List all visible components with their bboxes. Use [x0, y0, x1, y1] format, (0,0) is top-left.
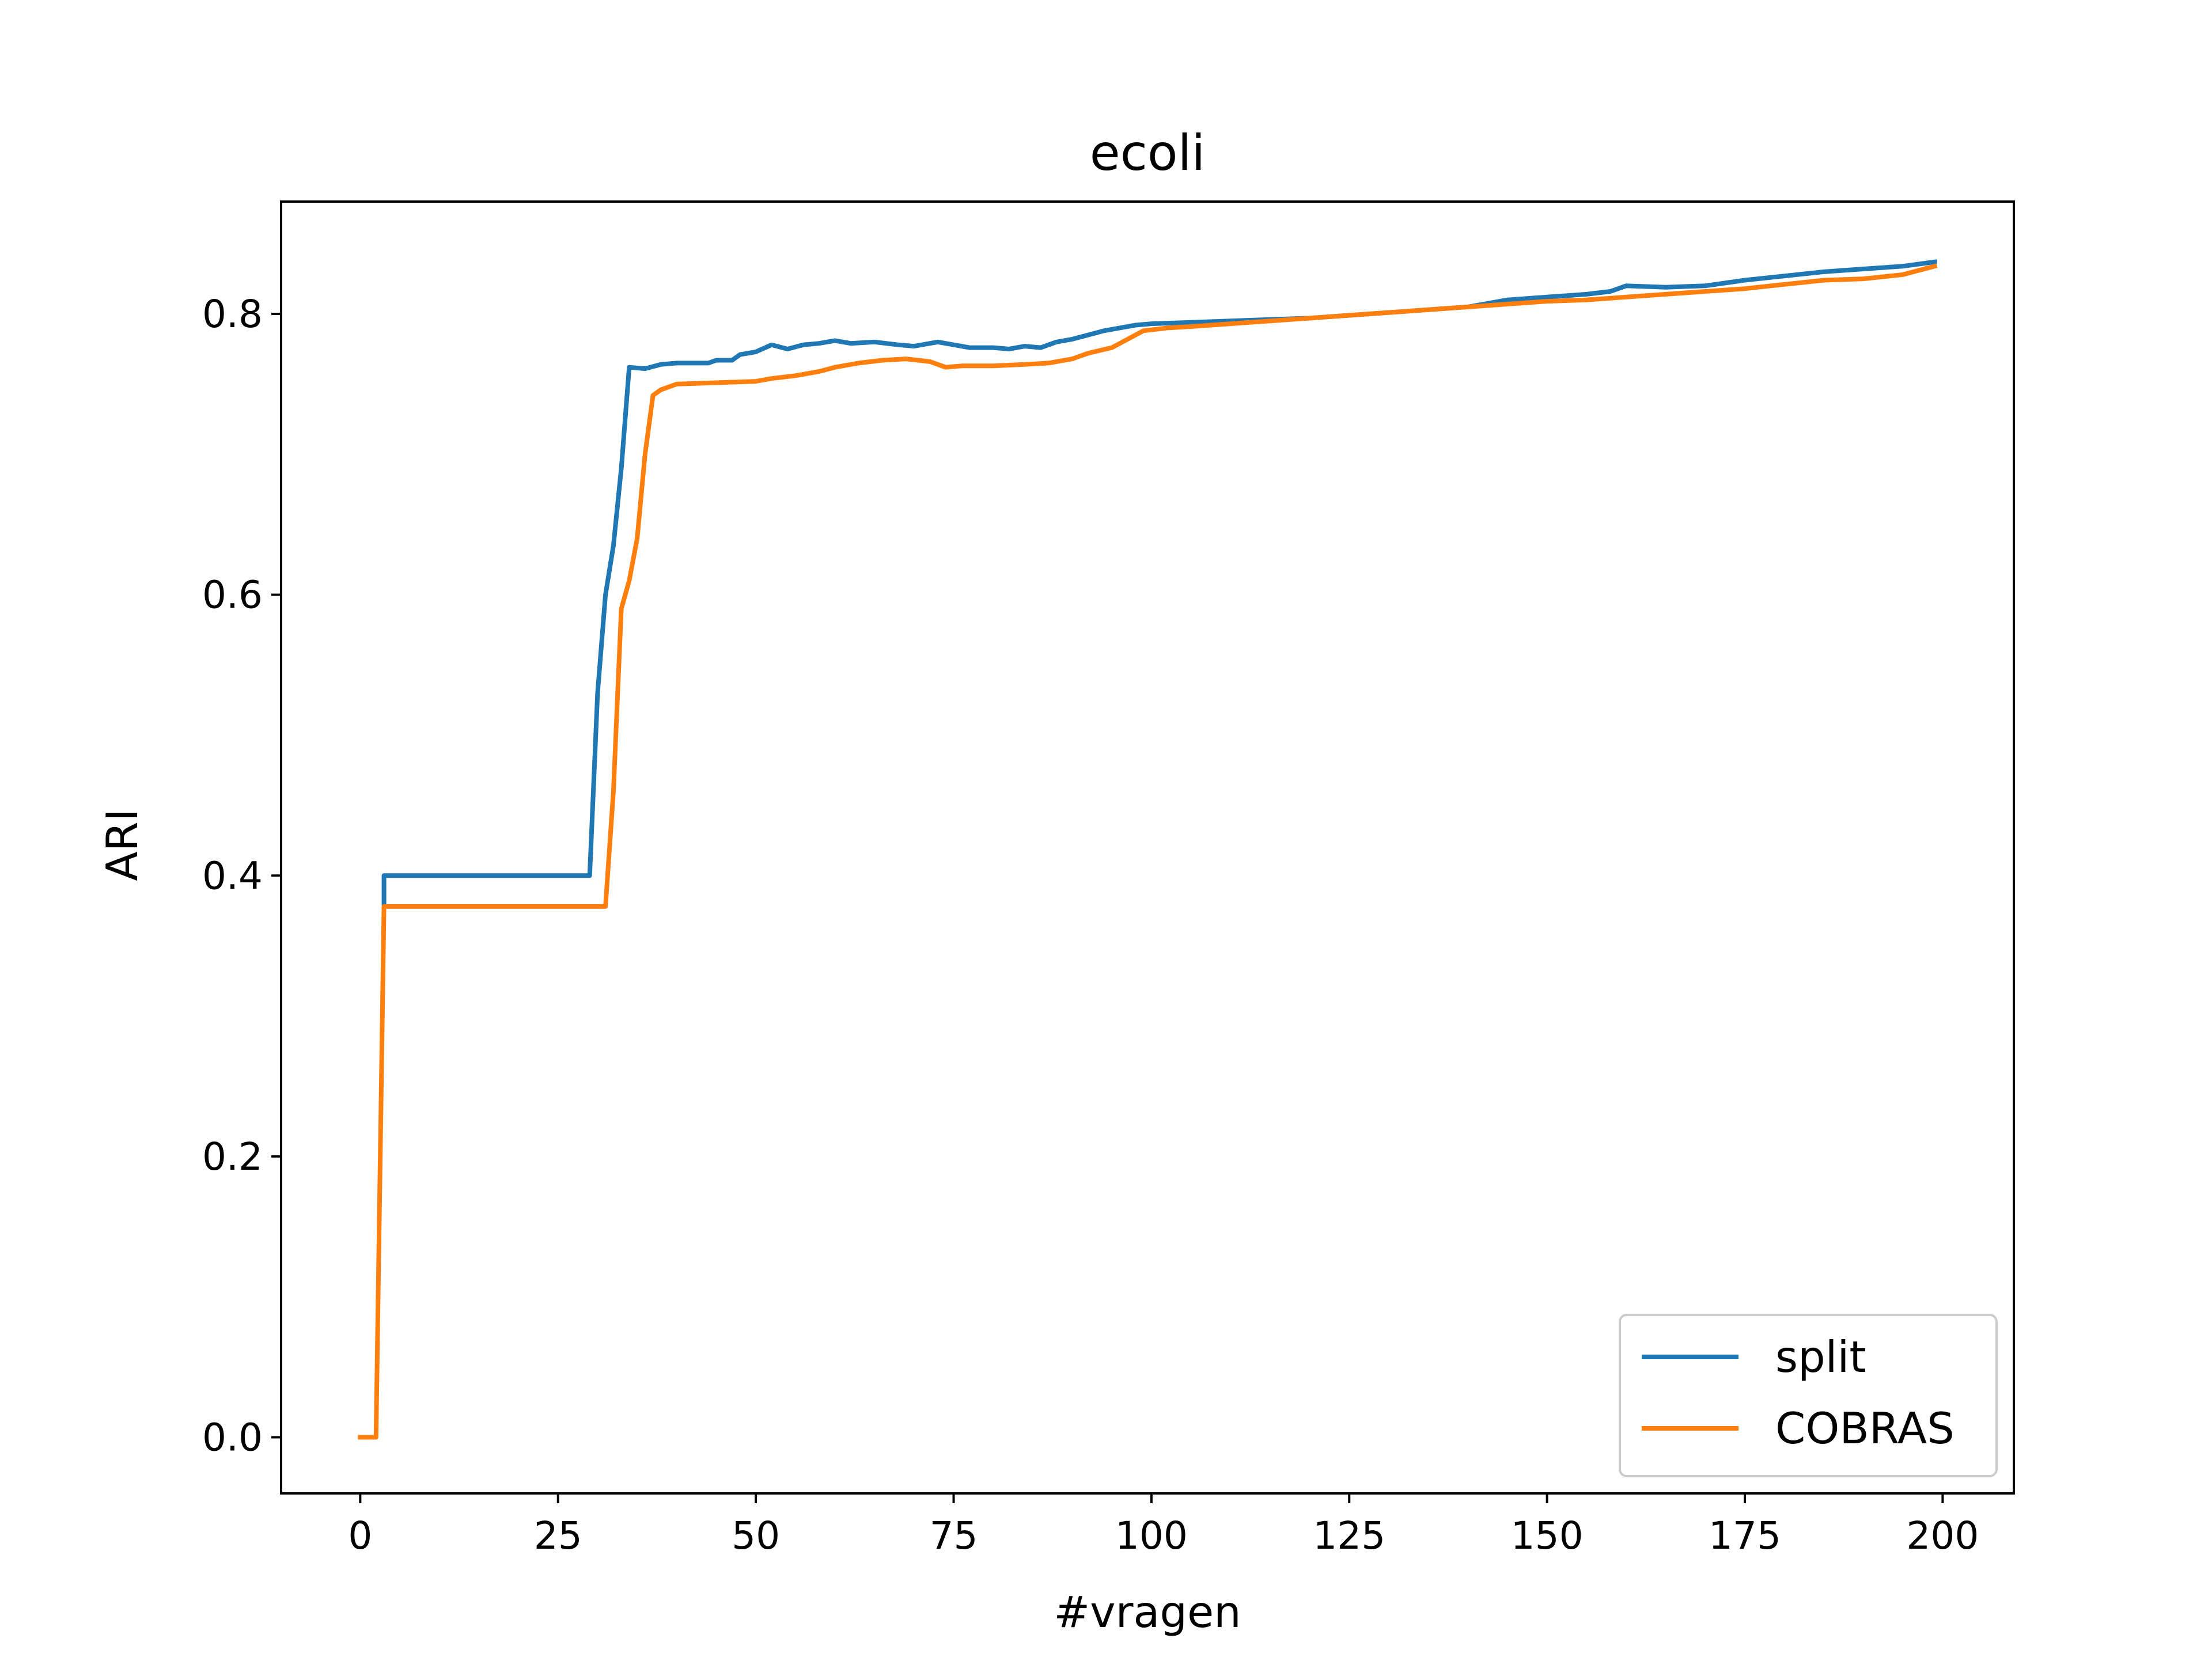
series-line-cobras	[358, 263, 1938, 1440]
y-tick-label: 0.4	[202, 854, 263, 898]
x-tick-label: 25	[534, 1514, 582, 1558]
chart-title: ecoli	[1090, 124, 1206, 182]
y-tick-label: 0.0	[202, 1415, 263, 1459]
y-tick-label: 0.6	[202, 573, 263, 617]
plot-area: 0 25 50 75 100 125 150 175 200 0.0 0.2 0.4 0.6 0.8 spl…	[202, 200, 2015, 1558]
axes-frame	[280, 200, 2015, 1495]
legend-label-cobras: COBRAS	[1775, 1403, 1955, 1454]
x-tick-label: 75	[929, 1514, 978, 1558]
x-tick-label: 125	[1313, 1514, 1385, 1558]
x-tick-label: 200	[1906, 1514, 1979, 1558]
series-line-split	[381, 259, 1938, 906]
x-tick-label: 0	[348, 1514, 372, 1558]
legend-label-split: split	[1775, 1332, 1866, 1382]
y-axis-label: ARI	[97, 809, 147, 881]
legend: split COBRAS	[1619, 1314, 1998, 1477]
y-tick-label: 0.8	[202, 292, 263, 336]
x-tick-label: 100	[1115, 1514, 1188, 1558]
x-tick-label: 50	[732, 1514, 780, 1558]
y-tick-label: 0.2	[202, 1135, 263, 1179]
x-axis-label: #vragen	[1054, 1587, 1241, 1637]
x-tick-label: 175	[1709, 1514, 1781, 1558]
x-tick-label: 150	[1511, 1514, 1584, 1558]
